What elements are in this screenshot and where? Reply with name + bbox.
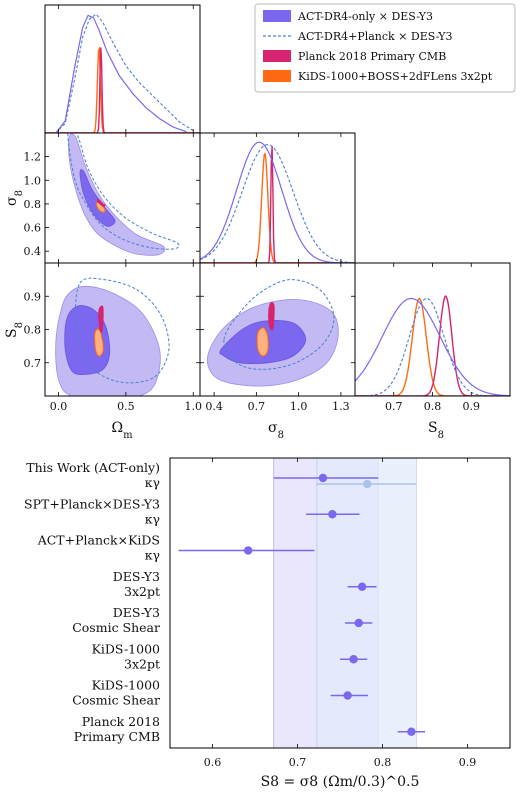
marginal-sigma8-act-planck-curve [200, 144, 355, 263]
y-tick-label: 0.4 [24, 245, 42, 258]
marginal-sigma8-planck-curve [200, 146, 355, 263]
x-tick-label-s8: 0.8 [424, 400, 442, 413]
category-label-3-line1: DES-Y3 [113, 569, 160, 584]
errorbar-point-7 [407, 727, 416, 736]
s8_vs_sigma8-kids-contour [256, 327, 269, 357]
y-tick-label: 0.8 [24, 324, 42, 337]
x-tick-label: 1.3 [332, 400, 350, 413]
x-tick-label: 0.0 [50, 400, 68, 413]
category-label-6-line2: Cosmic Shear [72, 693, 160, 708]
s8_vs_sigma8-planck-contour [268, 302, 275, 331]
legend-swatch-3 [263, 70, 291, 82]
errorbar-ghost-point [363, 479, 372, 489]
legend-label-0: ACT-DR4-only × DES-Y3 [297, 10, 433, 23]
marginal-omega_m-kids-curve [45, 46, 200, 133]
category-label-6-line1: KiDS-1000 [92, 678, 160, 693]
sigma8_vs_omega_m-act-inner-contour [79, 169, 116, 227]
category-label-7-line2: Primary CMB [74, 729, 160, 744]
eb-x-tick-label: 0.9 [459, 756, 477, 769]
s8_vs_omega_m-act-inner-contour [64, 305, 111, 375]
errorbar-point-6 [343, 691, 352, 700]
category-label-0-line1: This Work (ACT-only) [26, 460, 160, 475]
legend: ACT-DR4-only × DES-Y3 ACT-DR4+Planck × DE… [254, 3, 516, 93]
eb-x-axis-label: S8 = σ8 (Ωm/0.3)^0.5 [261, 774, 420, 790]
legend-label-1: ACT-DR4+Planck × DES-Y3 [297, 30, 452, 43]
panel-s8_vs_sigma8 [207, 279, 339, 387]
x-axis-label-sigma8: σ8 [268, 420, 284, 441]
marginal-s8-planck-curve [355, 294, 510, 396]
panel-s8_vs_omega_m [55, 277, 170, 396]
category-label-1-line2: κγ [145, 511, 160, 526]
legend-label-2: Planck 2018 Primary CMB [298, 50, 446, 63]
legend-swatch-0 [263, 10, 291, 22]
legend-label-3: KiDS-1000+BOSS+2dFLens 3x2pt [298, 70, 493, 83]
legend-swatch-2 [263, 50, 291, 62]
category-label-3-line2: 3x2pt [124, 584, 160, 599]
y-tick-label: 0.9 [24, 290, 42, 303]
errorbar-point-3 [357, 582, 367, 591]
panel-frame-0-0 [44, 4, 201, 134]
sigma8_vs_omega_m-act-outer-contour [68, 133, 166, 256]
s8_vs_omega_m-planck-contour [98, 305, 104, 333]
category-label-4-line1: DES-Y3 [113, 605, 160, 620]
marginal-s8-act-only-curve [355, 297, 510, 396]
category-label-7-line1: Planck 2018 [82, 714, 160, 729]
y-tick-label: 0.7 [24, 357, 42, 370]
panel-sigma8_vs_omega_m [67, 133, 180, 256]
marginal-omega_m-act-planck-curve [55, 13, 194, 133]
x-tick-label-s8: 0.7 [385, 400, 403, 413]
marginal-sigma8-act-only-curve [200, 141, 355, 263]
category-label-4-line2: Cosmic Shear [72, 620, 160, 635]
y-tick-label: 0.8 [24, 198, 42, 211]
marginal-sigma8 [200, 141, 355, 263]
category-label-0-line2: κγ [145, 475, 160, 490]
eb-x-tick-label: 0.6 [204, 756, 222, 769]
marginal-omega_m-act-only-curve [55, 14, 187, 133]
marginal-s8-kids-curve [355, 297, 510, 396]
x-axis-label-omega-m: Ωm [111, 420, 133, 441]
category-label-5-line2: 3x2pt [124, 656, 160, 671]
y-tick-label: 0.6 [24, 222, 42, 235]
y-tick-label: 1.2 [24, 151, 42, 164]
category-label-5-line1: KiDS-1000 [92, 641, 160, 656]
s8_vs_omega_m-kids-contour [94, 328, 104, 357]
marginal-s8-act-planck-curve [355, 297, 510, 396]
x-tick-label: 0.5 [117, 400, 135, 413]
errorbar-frame [169, 457, 511, 749]
errorbar-point-2 [244, 546, 253, 555]
s8_vs_sigma8-act-planck-contour [223, 279, 335, 370]
errorbar-point-1 [328, 510, 337, 519]
y-axis-label-s8: S8 [4, 322, 25, 338]
errorbar-point-5 [349, 655, 358, 664]
band-light [316, 457, 417, 749]
legend-box [254, 3, 516, 93]
errorbar-point-0 [318, 473, 328, 483]
corner-plot: 0.0 0.5 1.0 0.4 0.7 1.0 1.3 0.7 0.8 0.90.40.60.81… [4, 4, 511, 441]
sigma8_vs_omega_m-planck-contour [96, 198, 106, 207]
y-axis-label-sigma8: σ8 [4, 190, 25, 206]
x-tick-label: 1.0 [290, 400, 308, 413]
y-tick-label: 1.0 [24, 174, 42, 187]
category-label-2-line1: ACT+Planck×KiDS [37, 533, 160, 548]
x-axis-label-s8: S8 [428, 420, 444, 441]
sigma8_vs_omega_m-act-planck-contour [67, 133, 180, 250]
x-tick-label-s8: 0.9 [463, 400, 481, 413]
eb-x-tick-label: 0.8 [374, 756, 392, 769]
x-tick-label: 1.0 [185, 400, 203, 413]
s8_vs_omega_m-act-planck-contour [75, 277, 170, 384]
x-tick-label: 0.7 [248, 400, 266, 413]
s8-comparison-plot: This Work (ACT-only)κγSPT+Planck×DES-Y3κ… [24, 457, 511, 790]
category-label-2-line2: κγ [145, 548, 160, 563]
category-label-1-line1: SPT+Planck×DES-Y3 [24, 496, 160, 511]
panel-frame-2-2 [354, 262, 511, 397]
marginal-sigma8-kids-curve [200, 152, 355, 263]
errorbar-point-4 [354, 618, 363, 628]
marginal-s8 [355, 294, 510, 396]
marginal-omega_m [45, 13, 200, 133]
x-tick-label: 0.4 [205, 400, 223, 413]
eb-x-tick-label: 0.7 [289, 756, 307, 769]
